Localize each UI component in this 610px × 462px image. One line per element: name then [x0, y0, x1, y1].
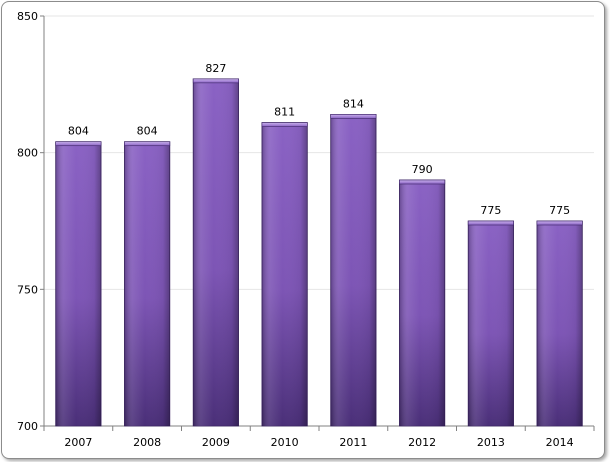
- bar-shine-2007: [55, 141, 102, 426]
- bar-cap-2010: [261, 122, 308, 127]
- bar-shine-2014: [536, 221, 583, 426]
- data-label-2008: 804: [137, 125, 158, 138]
- y-tick-label-800: 800: [17, 147, 38, 160]
- data-label-2011: 814: [343, 97, 364, 110]
- data-label-2012: 790: [412, 163, 433, 176]
- bar-2013: [467, 220, 514, 427]
- bar-cap-2007: [55, 141, 102, 147]
- bar-cap-2011: [330, 114, 377, 119]
- bar-shine-2010: [261, 122, 308, 426]
- bar-2012: [399, 179, 446, 427]
- y-tick-label-700: 700: [17, 420, 38, 433]
- bar-shine-2009: [193, 78, 239, 426]
- bar-shine-2013: [468, 221, 514, 426]
- bar-shine-2011: [330, 114, 377, 427]
- bar-2008: [124, 141, 171, 427]
- bar-shine-2012: [399, 180, 445, 426]
- bar-2010: [261, 122, 308, 427]
- x-tick-label-2012: 2012: [408, 436, 436, 449]
- bar-2014: [536, 220, 583, 427]
- bar-cap-2012: [399, 179, 446, 185]
- data-label-2013: 775: [480, 204, 501, 217]
- y-tick-label-750: 750: [17, 283, 38, 296]
- bar-cap-2013: [467, 220, 514, 226]
- data-label-2014: 775: [549, 204, 570, 217]
- x-tick-label-2009: 2009: [202, 436, 230, 449]
- data-label-2007: 804: [68, 125, 89, 138]
- bars: [55, 78, 583, 427]
- y-tick-label-850: 850: [17, 10, 38, 23]
- x-tick-label-2013: 2013: [477, 436, 505, 449]
- x-tick-label-2014: 2014: [546, 436, 574, 449]
- x-tick-label-2011: 2011: [339, 436, 367, 449]
- bar-cap-2014: [536, 220, 583, 226]
- data-label-2009: 827: [205, 62, 226, 75]
- bar-2011: [330, 114, 377, 427]
- bar-2007: [55, 141, 102, 427]
- bar-2009: [192, 78, 239, 427]
- bar-shine-2008: [124, 141, 170, 426]
- bar-cap-2009: [192, 78, 239, 84]
- x-tick-label-2010: 2010: [271, 436, 299, 449]
- data-label-2010: 811: [274, 106, 295, 119]
- x-tick-label-2008: 2008: [133, 436, 161, 449]
- x-tick-label-2007: 2007: [64, 436, 92, 449]
- labels: 700 750 800 850 804 2007 804 2008 827 2009 811 2010…: [17, 10, 574, 449]
- bar-cap-2008: [124, 141, 171, 147]
